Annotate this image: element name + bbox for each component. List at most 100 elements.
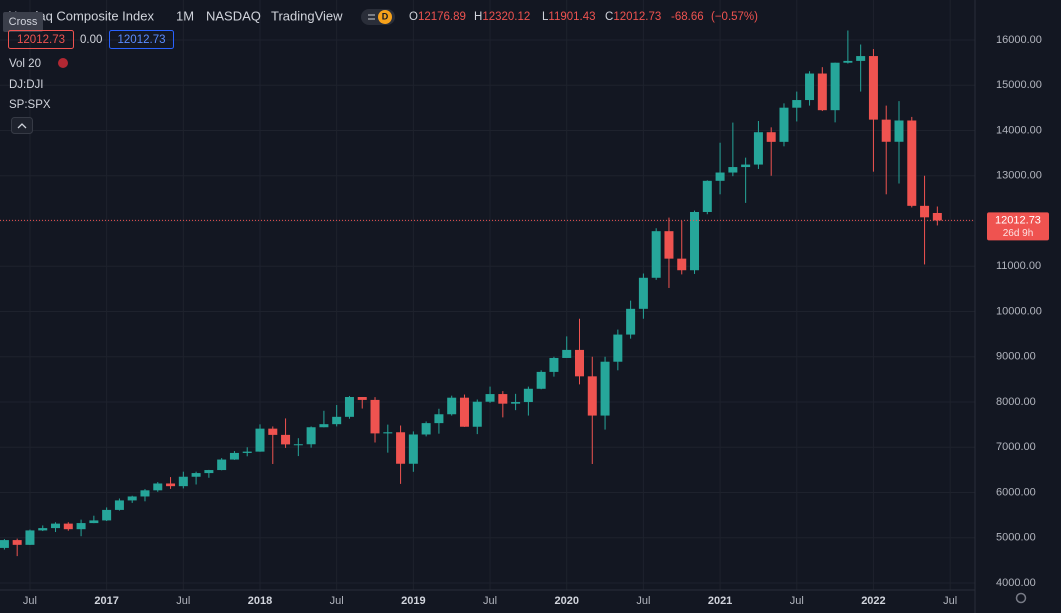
- candle-body: [319, 424, 329, 428]
- cross-label: Cross: [9, 16, 38, 28]
- sell-box[interactable]: [8, 30, 74, 49]
- change-percent: (−0.57%): [711, 11, 758, 23]
- y-tick-label: 14000.00: [996, 124, 1042, 136]
- x-tick-label: 2017: [94, 595, 118, 607]
- candle-body: [664, 231, 674, 259]
- candle-body: [523, 388, 533, 403]
- candle-body: [51, 523, 61, 529]
- candle-body: [191, 473, 201, 477]
- x-tick-label: 2020: [554, 595, 578, 607]
- candle-body: [293, 444, 303, 446]
- candle-body: [715, 172, 725, 181]
- x-tick-label: 2018: [248, 595, 272, 607]
- candle-body: [408, 434, 418, 464]
- candle-body: [843, 60, 853, 63]
- collapse-button[interactable]: [11, 117, 33, 134]
- candle-body: [728, 167, 738, 173]
- candle-body: [25, 530, 35, 545]
- candle-body: [102, 509, 112, 521]
- ohlc-letter: C: [605, 11, 613, 23]
- candle-body: [127, 496, 137, 501]
- x-tick-label: Jul: [943, 595, 957, 607]
- candle-body: [498, 394, 508, 404]
- y-tick-label: 8000.00: [996, 396, 1036, 408]
- candle-body: [12, 540, 22, 545]
- x-tick-label: 2022: [861, 595, 885, 607]
- candle-body: [204, 470, 214, 474]
- candle-body: [638, 277, 648, 309]
- candle-body: [383, 432, 393, 434]
- candle-body: [76, 523, 86, 530]
- candle-body: [229, 452, 239, 460]
- candle-body: [613, 334, 623, 362]
- buy-box[interactable]: [109, 30, 174, 49]
- candle-body: [281, 434, 291, 445]
- candle-body: [472, 401, 482, 427]
- candle-body: [626, 308, 636, 335]
- candle-body: [0, 540, 9, 548]
- candle-body: [459, 397, 469, 427]
- candle-body: [421, 423, 431, 435]
- candle-body: [370, 399, 380, 434]
- exchange: NASDAQ: [206, 8, 261, 23]
- y-tick-label: 7000.00: [996, 441, 1036, 453]
- candle-body: [907, 120, 917, 206]
- candle-body: [140, 490, 150, 497]
- indicator[interactable]: DJ:DJI: [9, 79, 44, 91]
- x-tick-label: Jul: [636, 595, 650, 607]
- candle-body: [932, 212, 942, 221]
- candle-body: [344, 397, 354, 417]
- candle-body: [268, 428, 278, 435]
- candle-body: [600, 361, 610, 416]
- ohlc-value: 12320.12: [482, 11, 530, 23]
- countdown: 26d 9h: [1003, 228, 1034, 239]
- source: TradingView: [271, 8, 343, 23]
- cross-tooltip: [3, 12, 43, 32]
- symbol-title: Nasdaq Composite Index: [8, 8, 154, 23]
- x-tick-label: Jul: [176, 595, 190, 607]
- candle-body: [753, 132, 763, 165]
- y-tick-label: 9000.00: [996, 351, 1036, 363]
- ohlc-close: C12012.73: [605, 11, 661, 23]
- candle-body: [242, 451, 252, 453]
- last-price-label: 12012.73: [995, 214, 1041, 226]
- candle-body: [575, 349, 584, 377]
- buy-price: 12012.73: [118, 34, 166, 46]
- candle-body: [396, 432, 406, 464]
- candle-body: [741, 164, 751, 168]
- candle-body: [805, 73, 815, 101]
- y-tick-label: 4000.00: [996, 577, 1036, 589]
- badge-label: D: [382, 11, 389, 21]
- x-tick-label: Jul: [790, 595, 804, 607]
- last-price-tag: [987, 212, 1049, 241]
- x-tick-label: 2021: [708, 595, 732, 607]
- indicator[interactable]: Vol 20: [9, 58, 41, 70]
- candle-body: [587, 376, 597, 416]
- candle-body: [856, 56, 866, 61]
- candle-body: [166, 483, 176, 487]
- candle-body: [562, 349, 572, 358]
- candle-body: [511, 402, 521, 404]
- indicator[interactable]: SP:SPX: [9, 99, 51, 111]
- candle-body: [830, 62, 840, 111]
- x-tick-label: Jul: [23, 595, 37, 607]
- y-tick-label: 15000.00: [996, 79, 1042, 91]
- ohlc-high: H12320.12: [474, 11, 530, 23]
- candle-body: [920, 205, 930, 218]
- candle-body: [38, 528, 48, 531]
- ohlc-open: O12176.89: [409, 11, 466, 23]
- ohlc-letter: L: [542, 11, 549, 23]
- y-tick-label: 16000.00: [996, 34, 1042, 46]
- candle-body: [255, 428, 265, 452]
- candle-body: [178, 476, 188, 487]
- collapse-icon: [17, 123, 27, 129]
- change: -68.66: [671, 11, 704, 23]
- settings-icon[interactable]: [1015, 592, 1027, 604]
- sell-price: 12012.73: [17, 34, 65, 46]
- interval: 1M: [176, 8, 194, 23]
- candle-body: [536, 371, 546, 389]
- candle-body: [153, 483, 163, 491]
- candle-body: [868, 56, 878, 120]
- x-tick-label: 2019: [401, 595, 425, 607]
